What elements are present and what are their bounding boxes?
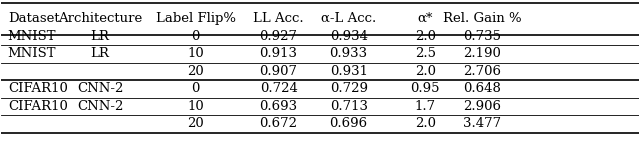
Text: 2.0: 2.0 — [415, 117, 436, 130]
Text: 0.648: 0.648 — [463, 82, 501, 95]
Text: α*: α* — [417, 12, 433, 25]
Text: LR: LR — [91, 30, 109, 43]
Text: CIFAR10: CIFAR10 — [8, 100, 68, 113]
Text: 10: 10 — [188, 100, 204, 113]
Text: α-L Acc.: α-L Acc. — [321, 12, 376, 25]
Text: CNN-2: CNN-2 — [77, 82, 124, 95]
Text: 0.934: 0.934 — [330, 30, 367, 43]
Text: 2.906: 2.906 — [463, 100, 502, 113]
Text: 10: 10 — [188, 47, 204, 60]
Text: MNIST: MNIST — [8, 30, 56, 43]
Text: CNN-2: CNN-2 — [77, 100, 124, 113]
Text: LR: LR — [91, 47, 109, 60]
Text: 1.7: 1.7 — [415, 100, 436, 113]
Text: 20: 20 — [188, 65, 204, 78]
Text: MNIST: MNIST — [8, 47, 56, 60]
Text: 0.907: 0.907 — [260, 65, 298, 78]
Text: 2.0: 2.0 — [415, 30, 436, 43]
Text: 0.672: 0.672 — [260, 117, 298, 130]
Text: Label Flip%: Label Flip% — [156, 12, 236, 25]
Text: 0.95: 0.95 — [410, 82, 440, 95]
Text: 3.477: 3.477 — [463, 117, 502, 130]
Text: 2.706: 2.706 — [463, 65, 502, 78]
Text: 0.696: 0.696 — [330, 117, 368, 130]
Text: 0.913: 0.913 — [260, 47, 298, 60]
Text: 0: 0 — [191, 82, 200, 95]
Text: 0.927: 0.927 — [260, 30, 298, 43]
Text: Rel. Gain %: Rel. Gain % — [443, 12, 522, 25]
Text: 0.933: 0.933 — [330, 47, 368, 60]
Text: 20: 20 — [188, 117, 204, 130]
Text: 0: 0 — [191, 30, 200, 43]
Text: CIFAR10: CIFAR10 — [8, 82, 68, 95]
Text: Architecture: Architecture — [58, 12, 142, 25]
Text: 0.713: 0.713 — [330, 100, 367, 113]
Text: 2.190: 2.190 — [463, 47, 501, 60]
Text: Dataset: Dataset — [8, 12, 60, 25]
Text: 2.0: 2.0 — [415, 65, 436, 78]
Text: 0.729: 0.729 — [330, 82, 367, 95]
Text: 0.724: 0.724 — [260, 82, 298, 95]
Text: 0.735: 0.735 — [463, 30, 502, 43]
Text: 0.693: 0.693 — [259, 100, 298, 113]
Text: 2.5: 2.5 — [415, 47, 436, 60]
Text: 0.931: 0.931 — [330, 65, 367, 78]
Text: LL Acc.: LL Acc. — [253, 12, 304, 25]
